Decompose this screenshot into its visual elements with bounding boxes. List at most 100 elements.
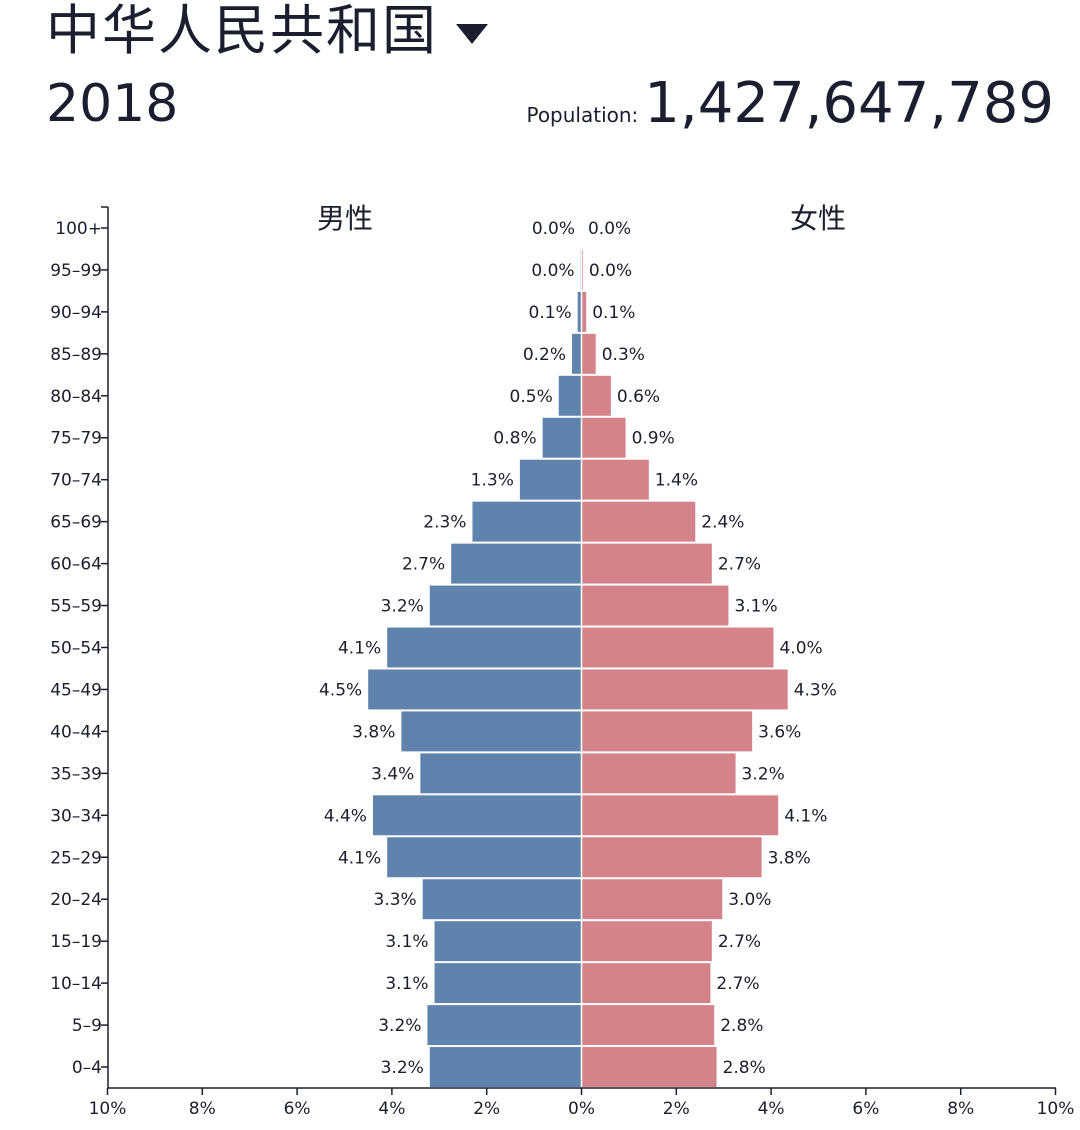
label-male-55-59: 3.2% — [381, 597, 424, 617]
bar-male-25-29 — [387, 837, 582, 878]
x-axis: 10% 8% 6% 4% 2% 0% 2% 4% 6% 8% 10% — [89, 1087, 1075, 1119]
label-male-30-34: 4.4% — [324, 806, 367, 826]
bar-female-70-74 — [581, 459, 649, 500]
y-tick-label-15-19: 15–19 — [50, 932, 102, 952]
y-tick-label-85-89: 85–89 — [50, 345, 102, 365]
x-tick-label-9: 8% — [947, 1099, 974, 1119]
bar-female-90-94 — [581, 291, 587, 332]
label-female-75-79: 0.9% — [632, 429, 675, 449]
label-male-50-54: 4.1% — [338, 639, 381, 659]
bar-male-60-64 — [451, 543, 582, 584]
x-tick-label-1: 8% — [189, 1099, 216, 1119]
country-name: 中华人民共和国 — [46, 0, 438, 62]
bar-female-40-44 — [581, 711, 753, 752]
series-title-male: 男性 — [317, 202, 373, 235]
y-tick-label-100+: 100+ — [55, 219, 102, 239]
y-tick-label-75-79: 75–79 — [50, 429, 102, 449]
population-value: 1,427,647,789 — [644, 71, 1054, 136]
country-selector[interactable]: 中华人民共和国 — [46, 0, 488, 62]
label-female-95-99: 0.0% — [589, 261, 632, 281]
label-female-65-69: 2.4% — [701, 513, 744, 533]
label-female-50-54: 4.0% — [779, 639, 822, 659]
population-display: Population: 1,427,647,789 — [526, 74, 1054, 134]
label-female-90-94: 0.1% — [592, 303, 635, 323]
population-label: Population: — [526, 103, 639, 127]
y-tick-label-30-34: 30–34 — [50, 806, 102, 826]
bar-female-50-54 — [581, 627, 774, 668]
label-male-85-89: 0.2% — [523, 345, 566, 365]
y-tick-label-45-49: 45–49 — [50, 680, 102, 700]
bar-male-15-19 — [434, 921, 582, 962]
y-tick-label-80-84: 80–84 — [50, 387, 102, 407]
y-tick-label-40-44: 40–44 — [50, 722, 102, 742]
label-male-35-39: 3.4% — [371, 764, 414, 784]
x-tick-label-4: 2% — [473, 1099, 500, 1119]
label-male-75-79: 0.8% — [493, 429, 536, 449]
bar-female-80-84 — [581, 375, 611, 416]
bar-male-85-89 — [572, 333, 582, 374]
bar-male-75-79 — [542, 417, 582, 458]
x-tick-label-10: 10% — [1037, 1099, 1075, 1119]
bar-female-10-14 — [581, 963, 711, 1004]
y-tick-label-60-64: 60–64 — [50, 555, 102, 575]
value-labels: 0.0% 0.0% 0.0% 0.0% 0.1% 0.1% 0.2% 0.3% 0.5% 0.6%… — [319, 219, 837, 1078]
bar-male-30-34 — [372, 795, 582, 836]
label-female-40-44: 3.6% — [758, 722, 801, 742]
series-title-female: 女性 — [790, 202, 846, 235]
bar-female-0-4 — [581, 1047, 717, 1087]
y-tick-label-0-4: 0–4 — [72, 1058, 102, 1078]
bar-female-5-9 — [581, 1005, 715, 1046]
label-male-60-64: 2.7% — [402, 555, 445, 575]
bar-male-40-44 — [401, 711, 582, 752]
bar-female-85-89 — [581, 333, 596, 374]
label-male-5-9: 3.2% — [378, 1016, 421, 1036]
label-male-40-44: 3.8% — [352, 722, 395, 742]
y-tick-label-20-24: 20–24 — [50, 890, 102, 910]
label-male-65-69: 2.3% — [423, 513, 466, 533]
label-male-15-19: 3.1% — [385, 932, 428, 952]
bar-female-75-79 — [581, 417, 626, 458]
y-tick-label-5-9: 5–9 — [72, 1016, 102, 1036]
y-tick-label-35-39: 35–39 — [50, 764, 102, 784]
bar-male-80-84 — [558, 375, 582, 416]
y-tick-label-50-54: 50–54 — [50, 639, 102, 659]
label-male-20-24: 3.3% — [374, 890, 417, 910]
label-male-100+: 0.0% — [532, 219, 575, 239]
bar-female-30-34 — [581, 795, 779, 836]
label-male-0-4: 3.2% — [381, 1058, 424, 1078]
x-tick-label-3: 4% — [378, 1099, 405, 1119]
label-female-85-89: 0.3% — [602, 345, 645, 365]
label-female-15-19: 2.7% — [718, 932, 761, 952]
y-tick-label-95-99: 95–99 — [50, 261, 102, 281]
label-female-60-64: 2.7% — [718, 555, 761, 575]
year-label: 2018 — [46, 74, 179, 134]
x-tick-label-5: 0% — [568, 1099, 595, 1119]
x-tick-label-6: 2% — [663, 1099, 690, 1119]
y-tick-label-25-29: 25–29 — [50, 848, 102, 868]
triangle-down-icon[interactable] — [456, 24, 488, 44]
bar-male-5-9 — [427, 1005, 582, 1046]
bar-male-65-69 — [472, 501, 582, 542]
label-female-70-74: 1.4% — [655, 471, 698, 491]
label-female-20-24: 3.0% — [728, 890, 771, 910]
label-female-80-84: 0.6% — [617, 387, 660, 407]
label-female-30-34: 4.1% — [784, 806, 827, 826]
label-male-90-94: 0.1% — [529, 303, 572, 323]
y-tick-label-10-14: 10–14 — [50, 974, 102, 994]
bar-male-45-49 — [368, 669, 582, 710]
bar-male-20-24 — [422, 879, 582, 920]
label-female-0-4: 2.8% — [723, 1058, 766, 1078]
label-male-25-29: 4.1% — [338, 848, 381, 868]
y-axis: 100+ 95–99 90–94 85–89 80–84 75–79 70–74 65–69 6… — [50, 206, 109, 1088]
x-tick-label-2: 6% — [284, 1099, 311, 1119]
male-bars — [368, 208, 582, 1087]
label-female-55-59: 3.1% — [734, 597, 777, 617]
bar-male-50-54 — [387, 627, 582, 668]
bar-male-90-94 — [577, 291, 582, 332]
bar-female-15-19 — [581, 921, 712, 962]
x-tick-label-0: 10% — [89, 1099, 127, 1119]
bar-female-45-49 — [581, 669, 788, 710]
y-tick-label-70-74: 70–74 — [50, 471, 102, 491]
label-female-100+: 0.0% — [588, 219, 631, 239]
